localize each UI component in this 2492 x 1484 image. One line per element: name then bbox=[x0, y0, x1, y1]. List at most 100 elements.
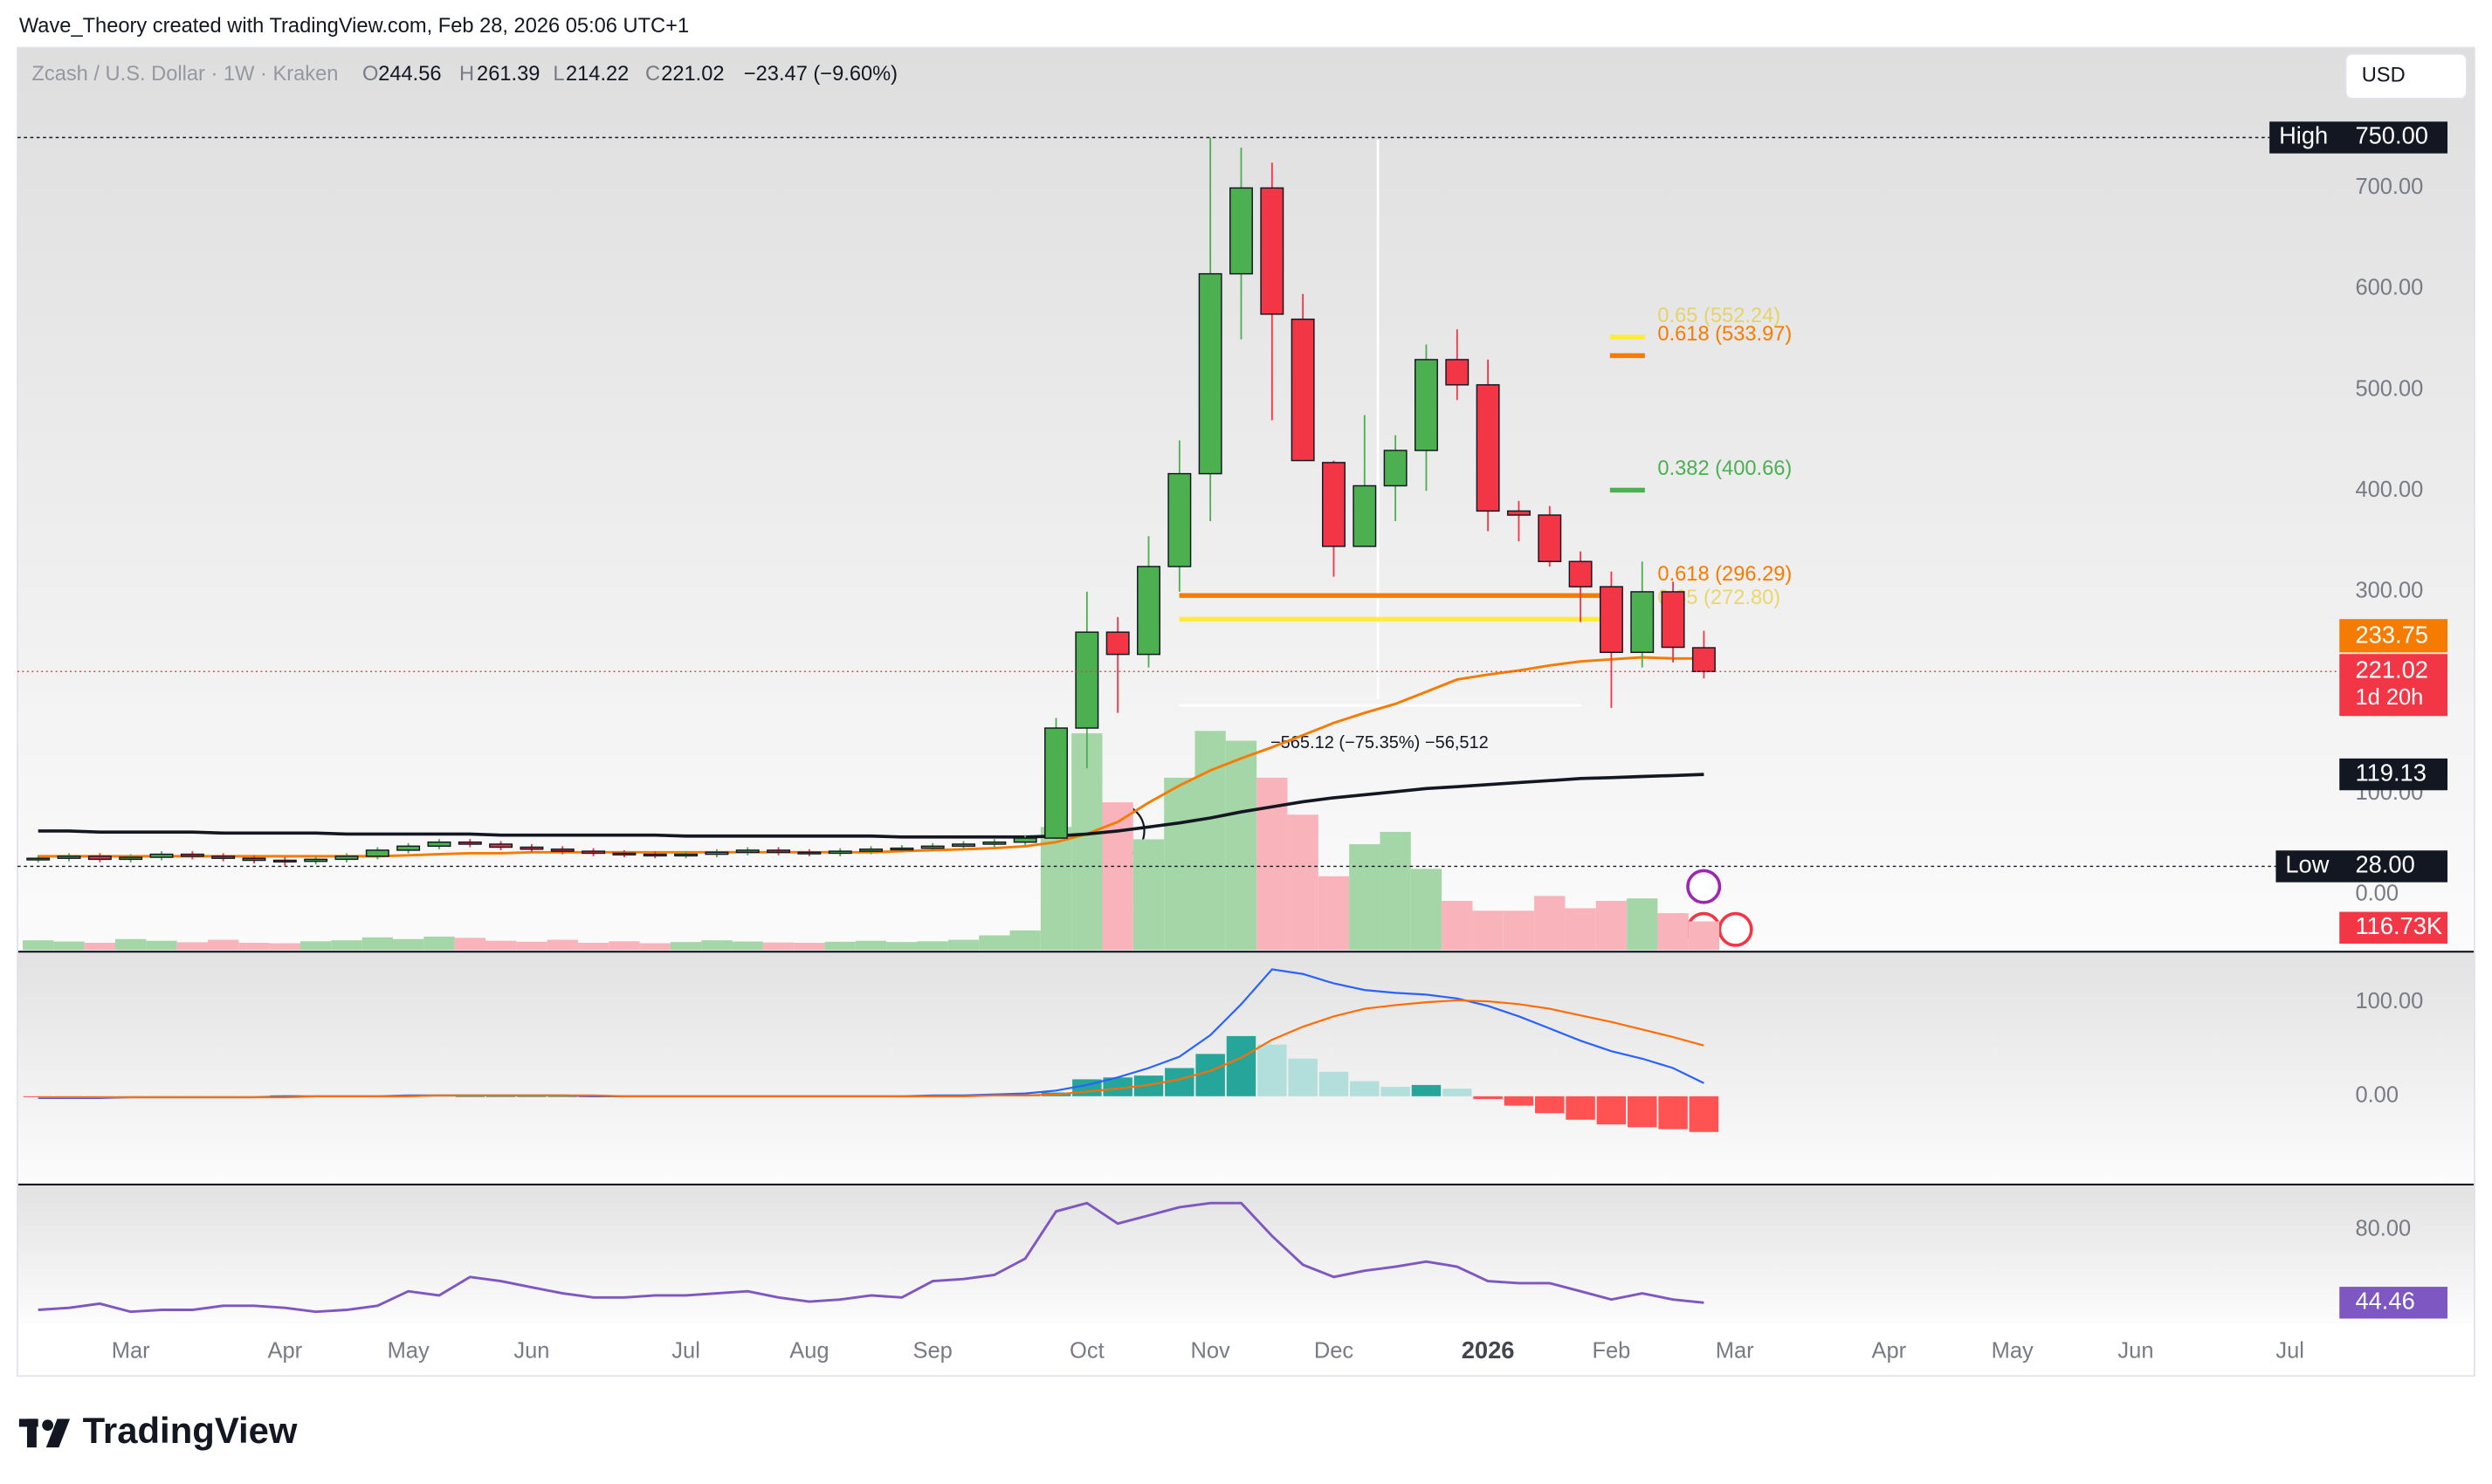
ema-tag bbox=[2339, 619, 2448, 653]
rsi-line bbox=[38, 1201, 1704, 1314]
x-tick-label: Oct bbox=[1070, 1339, 1105, 1364]
candle-body bbox=[1476, 384, 1500, 512]
volume-tag-value: 116.73K bbox=[2355, 912, 2442, 939]
candle-body bbox=[1137, 566, 1160, 656]
candle-body bbox=[1105, 631, 1130, 656]
macd-histogram-bar bbox=[517, 1096, 547, 1097]
macd-histogram-bar bbox=[1165, 1068, 1194, 1096]
x-tick-label: 2026 bbox=[1462, 1336, 1515, 1364]
header: Wave_Theory created with TradingView.com… bbox=[19, 15, 689, 38]
volume-bar bbox=[1318, 876, 1350, 951]
candle-body bbox=[119, 856, 143, 861]
candle-body bbox=[859, 848, 884, 852]
price-tag bbox=[2339, 654, 2448, 717]
candle-body bbox=[1538, 514, 1562, 562]
volume-bar bbox=[670, 942, 702, 951]
candle-body bbox=[612, 852, 637, 855]
signal-line bbox=[38, 999, 1704, 1099]
candle-body bbox=[1229, 187, 1253, 275]
volume-bar bbox=[609, 941, 640, 951]
event-icon[interactable] bbox=[1686, 869, 1722, 904]
volume-bar bbox=[331, 940, 362, 951]
candle-body bbox=[1661, 591, 1685, 649]
candle-body bbox=[920, 845, 945, 849]
x-tick-label: May bbox=[388, 1339, 430, 1364]
countdown: 1d 20h bbox=[2355, 685, 2423, 710]
volume-bar bbox=[1102, 802, 1133, 951]
macd-histogram-bar bbox=[1596, 1096, 1627, 1125]
candle-body bbox=[180, 853, 204, 857]
macd-histogram-bar bbox=[1473, 1096, 1503, 1100]
candle-body bbox=[828, 850, 852, 855]
macd-histogram-bar bbox=[1257, 1044, 1287, 1096]
macd-histogram-bar bbox=[547, 1096, 578, 1097]
x-tick-label: Jul bbox=[671, 1339, 700, 1364]
volume-bar bbox=[423, 936, 455, 951]
macd-histogram-bar bbox=[424, 1096, 454, 1097]
logo-part bbox=[42, 1419, 53, 1432]
candle-body bbox=[1383, 450, 1408, 487]
extreme-name: High bbox=[2279, 122, 2328, 149]
volume-bar bbox=[855, 940, 887, 951]
volume-bar bbox=[1164, 777, 1195, 951]
macd-histogram-bar bbox=[1658, 1096, 1688, 1130]
candle-body bbox=[982, 841, 1007, 845]
currency-label[interactable]: USD bbox=[2362, 65, 2406, 87]
volume-bar bbox=[269, 943, 300, 951]
extreme-tag bbox=[2275, 850, 2448, 883]
candle-body bbox=[458, 841, 482, 845]
candle-body bbox=[1198, 272, 1222, 475]
volume-bar bbox=[1349, 844, 1380, 951]
candle-body bbox=[582, 850, 606, 855]
volume-bar bbox=[732, 941, 763, 951]
volume-bar bbox=[547, 939, 578, 951]
y-tick-label: 500.00 bbox=[2355, 376, 2423, 401]
candle-body bbox=[797, 851, 822, 855]
volume-tag bbox=[2339, 911, 2448, 944]
brand-logo bbox=[18, 1419, 71, 1448]
y-tick-label: 400.00 bbox=[2355, 477, 2423, 502]
macd-histogram-bar bbox=[1504, 1096, 1534, 1106]
candle-body bbox=[1445, 359, 1470, 386]
volume-bar bbox=[176, 942, 209, 951]
candle-body bbox=[1630, 591, 1655, 654]
macd-histogram-bar bbox=[1380, 1087, 1410, 1096]
macd-histogram-bar bbox=[485, 1096, 516, 1097]
macd-histogram-bar bbox=[1195, 1054, 1225, 1096]
event-icon[interactable] bbox=[1718, 911, 1753, 947]
candle-body bbox=[396, 845, 421, 851]
candle-body bbox=[1414, 359, 1438, 451]
macd-histogram-bar bbox=[1288, 1058, 1318, 1096]
x-tick-label: Dec bbox=[1314, 1339, 1354, 1364]
volume-bar bbox=[1627, 898, 1658, 951]
volume-bar bbox=[84, 942, 116, 951]
frame bbox=[17, 46, 2475, 1378]
candle-body bbox=[1691, 647, 1716, 672]
volume-bar bbox=[1595, 900, 1628, 951]
volume-bar bbox=[1688, 921, 1720, 951]
volume-bar bbox=[299, 941, 332, 951]
macd-histogram-bar bbox=[1566, 1096, 1595, 1120]
macd-histogram-bar bbox=[1627, 1096, 1657, 1128]
macd-histogram-bar bbox=[1442, 1089, 1472, 1096]
currency-button[interactable] bbox=[2344, 52, 2468, 100]
ma-tag-value: 119.13 bbox=[2355, 759, 2426, 786]
candle-body bbox=[489, 843, 513, 848]
candle-body bbox=[767, 849, 791, 853]
volume-bar bbox=[701, 940, 733, 951]
candle-body bbox=[1075, 631, 1099, 729]
candle-body bbox=[304, 858, 328, 862]
candle-body bbox=[1167, 472, 1192, 567]
volume-bar bbox=[454, 938, 485, 951]
x-tick-label: Mar bbox=[112, 1339, 150, 1364]
candle-body bbox=[211, 855, 236, 859]
macd-tick-label: 100.00 bbox=[2355, 989, 2423, 1013]
candle-body bbox=[365, 849, 389, 857]
volume-bar bbox=[392, 938, 424, 951]
candle-body bbox=[643, 853, 667, 857]
x-tick-label: Nov bbox=[1191, 1339, 1231, 1364]
candle-body bbox=[1013, 837, 1037, 843]
x-tick-label: Apr bbox=[1872, 1339, 1907, 1364]
volume-bar bbox=[23, 940, 54, 951]
extreme-name: Low bbox=[2285, 851, 2329, 878]
